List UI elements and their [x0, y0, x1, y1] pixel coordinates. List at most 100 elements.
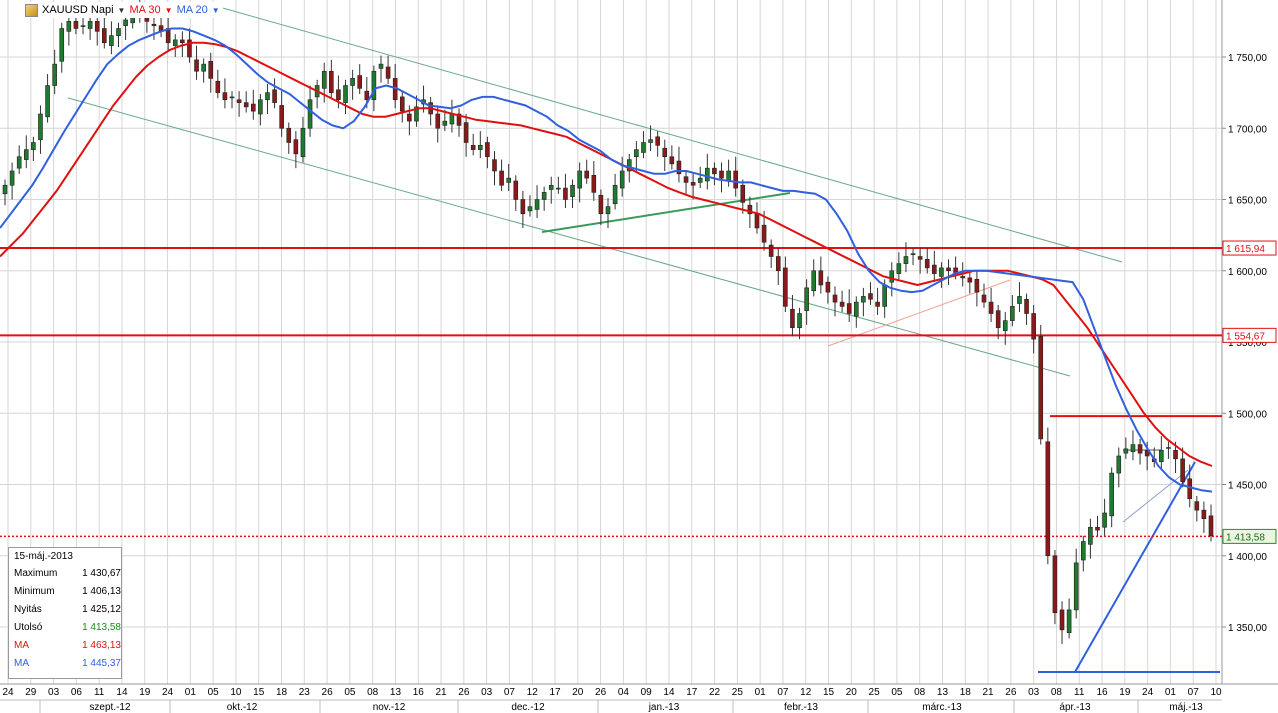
- candle-body: [605, 206, 611, 215]
- x-day-label: 15: [253, 687, 265, 698]
- level-price-tag: [1222, 240, 1277, 256]
- info-key: MA: [14, 657, 29, 669]
- info-value: 1 425,12: [82, 603, 121, 615]
- x-day-label: 06: [71, 687, 83, 698]
- candle-body: [612, 184, 618, 205]
- candle-body: [939, 267, 944, 277]
- candle-body: [293, 139, 299, 155]
- candle-body: [1095, 526, 1100, 531]
- candle-body: [846, 303, 852, 314]
- x-day-label: 26: [595, 687, 607, 698]
- candle-body: [456, 113, 462, 126]
- instrument-label[interactable]: XAUUSD Napi: [42, 4, 114, 16]
- candle-body: [1031, 313, 1036, 340]
- candle-body: [577, 170, 582, 189]
- candle-body: [23, 149, 29, 160]
- x-month-label: máj.-13: [1169, 702, 1203, 713]
- x-day-label: 01: [185, 687, 197, 698]
- candle-body: [59, 28, 65, 62]
- instrument-dropdown-icon[interactable]: ▼: [117, 5, 126, 15]
- candle-body: [768, 244, 774, 257]
- ma30-label[interactable]: MA 30: [129, 4, 161, 16]
- candle-body: [66, 21, 72, 32]
- candle-body: [73, 21, 79, 29]
- ma30-dropdown-icon[interactable]: ▼: [164, 5, 173, 15]
- candle-body: [839, 301, 845, 307]
- candle-body: [832, 294, 838, 303]
- x-day-label: 22: [709, 687, 721, 698]
- candle-body: [371, 70, 377, 101]
- x-day-label: 16: [413, 687, 425, 698]
- x-month-label: okt.-12: [227, 702, 258, 713]
- x-day-label: 05: [891, 687, 903, 698]
- candle-body: [1187, 478, 1193, 500]
- candle-body: [861, 296, 866, 303]
- x-day-label: 15: [823, 687, 835, 698]
- recovery-trendline: [1074, 461, 1196, 673]
- candle-body: [1109, 472, 1114, 517]
- candle-body: [300, 127, 306, 158]
- candle-body: [946, 267, 951, 272]
- candle-body: [1038, 335, 1044, 440]
- x-day-label: 10: [230, 687, 242, 698]
- candle-body: [506, 177, 511, 183]
- candle-body: [16, 156, 22, 169]
- x-day-label: 23: [299, 687, 311, 698]
- candle-body: [570, 184, 575, 197]
- support-trendline: [541, 192, 791, 233]
- x-month-label: szept.-12: [89, 702, 131, 713]
- x-day-label: 19: [139, 687, 151, 698]
- info-key: Maximum: [14, 567, 58, 579]
- candle-body: [924, 259, 930, 269]
- ma20-label[interactable]: MA 20: [176, 4, 208, 16]
- candle-body: [187, 39, 192, 58]
- candle-body: [378, 63, 384, 69]
- candle-body: [825, 281, 831, 293]
- candle-body: [442, 120, 448, 126]
- candle-body: [981, 294, 987, 303]
- candle-body: [655, 136, 660, 146]
- candle-body: [1173, 449, 1178, 460]
- info-value: 1 406,13: [82, 585, 121, 597]
- x-day-label: 11: [94, 687, 105, 698]
- candle-body: [87, 21, 93, 29]
- candle-body: [804, 287, 809, 311]
- y-tick-label: 1 600,00: [1228, 267, 1267, 278]
- candle-body: [1066, 609, 1072, 634]
- candle-body: [811, 270, 817, 292]
- ma20-dropdown-icon[interactable]: ▼: [211, 5, 220, 15]
- last-price-label: 1 413,58: [1226, 532, 1265, 543]
- candle-body: [818, 270, 824, 286]
- candle-body: [357, 75, 363, 89]
- x-day-label: 20: [572, 687, 584, 698]
- x-day-label: 24: [1142, 687, 1154, 698]
- candle-body: [258, 99, 263, 115]
- candle-body: [705, 167, 710, 182]
- short-trendline: [1122, 469, 1189, 523]
- info-value: 1 463,13: [82, 639, 121, 651]
- candle-body: [520, 199, 526, 215]
- candle-body: [201, 63, 206, 72]
- x-day-label: 25: [869, 687, 881, 698]
- candle-body: [1052, 555, 1058, 614]
- candle-body: [343, 85, 348, 103]
- candle-body: [265, 92, 270, 101]
- candle-body: [45, 85, 50, 118]
- candle-body: [775, 256, 781, 272]
- candle-body: [598, 194, 604, 215]
- level-price-label: 1 554,67: [1226, 331, 1265, 342]
- candle-body: [1201, 509, 1207, 519]
- x-day-label: 08: [367, 687, 379, 698]
- candle-body: [541, 192, 547, 200]
- x-day-label: 05: [208, 687, 220, 698]
- candle-body: [868, 293, 873, 300]
- candle-body: [662, 147, 668, 158]
- candle-body: [399, 96, 405, 112]
- candle-body: [485, 142, 490, 158]
- x-month-label: márc.-13: [922, 702, 962, 713]
- candle-body: [279, 105, 284, 129]
- x-day-label: 03: [48, 687, 60, 698]
- x-day-label: 03: [1028, 687, 1040, 698]
